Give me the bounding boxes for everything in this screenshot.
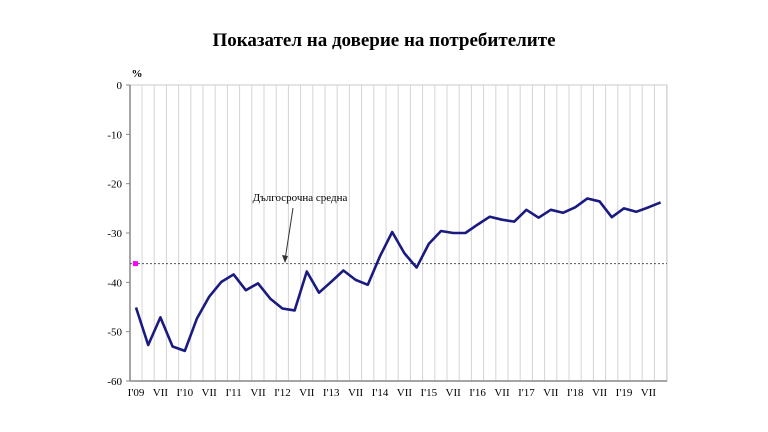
y-tick-label: -10: [107, 129, 122, 141]
x-tick-label: I'17: [518, 387, 535, 399]
x-tick-label: VII: [494, 387, 510, 399]
x-tick-label: I'15: [420, 387, 437, 399]
chart-title: Показател на доверие на потребителите: [212, 30, 556, 51]
x-tick-label: VII: [299, 387, 315, 399]
x-tick-label: I'16: [469, 387, 486, 399]
x-tick-label: I'11: [225, 387, 241, 399]
x-tick-label: VII: [348, 387, 364, 399]
average-annotation: Дългосрочна средна: [253, 192, 348, 204]
x-tick-label: VII: [446, 387, 462, 399]
x-tick-label: I'14: [372, 387, 389, 399]
arrow-head: [282, 255, 288, 263]
x-tick-label: VII: [202, 387, 218, 399]
y-tick-label: -60: [107, 376, 122, 388]
x-tick-label: I'10: [176, 387, 193, 399]
x-tick-label: I'12: [274, 387, 291, 399]
y-tick-label: -20: [107, 179, 122, 191]
x-tick-label: VII: [397, 387, 413, 399]
y-tick-label: -30: [107, 228, 122, 240]
x-tick-label: VII: [153, 387, 169, 399]
series-line: [134, 197, 662, 353]
average-marker: [133, 261, 138, 267]
y-tick-label: -40: [107, 277, 122, 289]
x-tick-label: I'19: [616, 387, 633, 399]
y-axis-unit: %: [132, 68, 143, 80]
x-tick-label: VII: [592, 387, 608, 399]
annotation-arrow: [284, 207, 294, 261]
x-tick-label: I'18: [567, 387, 584, 399]
x-tick-label: I'13: [323, 387, 340, 399]
x-tick-label: I'09: [128, 387, 145, 399]
y-tick-label: 0: [117, 80, 123, 92]
y-tick-label: -50: [107, 327, 122, 339]
x-tick-label: VII: [641, 387, 657, 399]
x-tick-label: VII: [250, 387, 266, 399]
x-tick-label: VII: [543, 387, 559, 399]
